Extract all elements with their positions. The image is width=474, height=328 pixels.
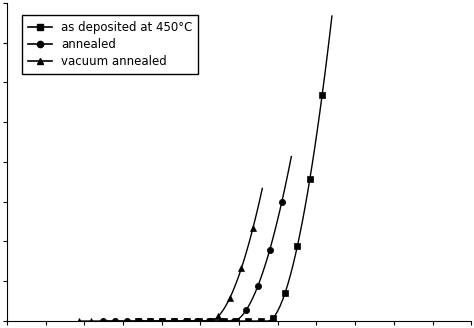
Legend: as deposited at 450°C, annealed, vacuum annealed: as deposited at 450°C, annealed, vacuum … xyxy=(22,15,198,74)
